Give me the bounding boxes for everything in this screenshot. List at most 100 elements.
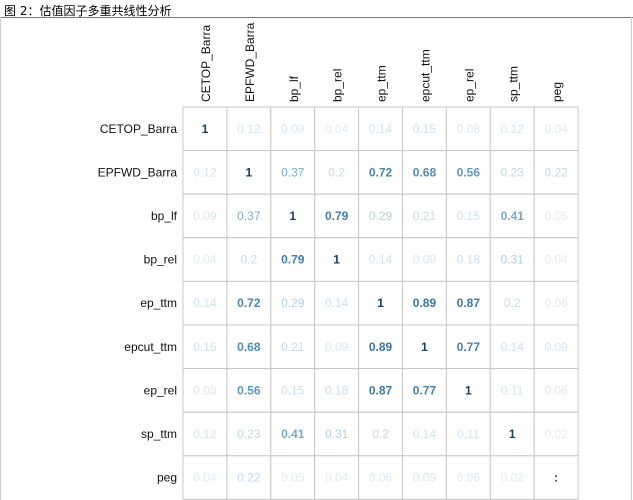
- heatmap-cell: [533, 324, 579, 370]
- heatmap-cell: [489, 324, 535, 370]
- cell-value: 0.09: [325, 340, 349, 354]
- cell-value: 0.09: [281, 122, 305, 136]
- heatmap-cell: [445, 368, 491, 413]
- cell-value: 0.56: [457, 165, 481, 179]
- cell-value: 0.12: [193, 165, 217, 179]
- cell-value: 0.06: [544, 296, 568, 310]
- cell-value: 0.14: [193, 296, 217, 310]
- col-label: bp_rel: [331, 69, 345, 102]
- heatmap-cell: [402, 455, 447, 500]
- heatmap-cell: [226, 193, 272, 239]
- cell-value: 0.04: [544, 122, 568, 136]
- cell-value: 0.05: [281, 471, 305, 485]
- cell-value: 0.02: [501, 471, 525, 485]
- cell-value: 0.06: [457, 471, 481, 485]
- heatmap-cell: [489, 237, 535, 282]
- col-label: epcut_ttm: [418, 49, 432, 102]
- cell-value: 0.08: [457, 122, 481, 136]
- cell-value: 0.89: [369, 340, 393, 354]
- heatmap-cell: [533, 455, 579, 500]
- heatmap-cell: [270, 106, 316, 152]
- heatmap-cell: [489, 150, 535, 195]
- heatmap-cell: [314, 411, 360, 457]
- cell-value: 0.04: [193, 471, 217, 485]
- heatmap-cell: [226, 368, 272, 413]
- cell-value: 0.21: [281, 340, 305, 354]
- cell-value: :: [554, 471, 558, 485]
- cell-value: 1: [202, 122, 209, 136]
- cell-value: 0.72: [237, 296, 261, 310]
- heatmap-cell: [402, 237, 447, 282]
- frame-right-border: [631, 17, 632, 500]
- cell-value: 1: [465, 383, 472, 397]
- cell-value: 0.15: [413, 122, 437, 136]
- heatmap-cell: [533, 368, 579, 413]
- heatmap-cell: [489, 411, 535, 457]
- heatmap-cell: [358, 150, 404, 195]
- heatmap-cell: [226, 411, 272, 457]
- cell-value: 0.77: [457, 340, 481, 354]
- cell-value: 0.2: [372, 427, 389, 441]
- cell-value: 0.68: [413, 165, 437, 179]
- heatmap-cell: [314, 280, 360, 326]
- cell-value: 1: [246, 165, 253, 179]
- cell-value: 0.56: [237, 383, 261, 397]
- cell-value: 0.21: [413, 209, 437, 223]
- heatmap-cell: [226, 280, 272, 326]
- cell-value: 0.09: [413, 471, 437, 485]
- row-label: bp_rel: [144, 253, 177, 267]
- cell-value: 0.31: [501, 253, 525, 267]
- row-label: EPFWD_Barra: [98, 165, 178, 179]
- cell-value: 0.87: [457, 296, 481, 310]
- cell-value: 0.12: [237, 122, 261, 136]
- cell-value: 0.06: [369, 471, 393, 485]
- cell-value: 1: [377, 296, 384, 310]
- heatmap-cell: [358, 368, 404, 413]
- cell-value: 1: [289, 209, 296, 223]
- cell-value: 0.12: [193, 427, 217, 441]
- col-label: sp_ttm: [506, 66, 520, 102]
- heatmap-cell: [314, 455, 360, 500]
- heatmap-cell: [402, 368, 447, 413]
- cell-value: 0.37: [281, 165, 305, 179]
- cell-value: 0.2: [241, 253, 258, 267]
- cell-value: 0.72: [369, 165, 393, 179]
- cell-value: 0.08: [193, 383, 217, 397]
- cell-value: 0.12: [501, 122, 525, 136]
- heatmap-cell: [533, 411, 579, 457]
- cell-value: 0.2: [328, 165, 345, 179]
- cell-value: 0.29: [369, 209, 393, 223]
- cell-value: 0.14: [369, 122, 393, 136]
- cell-value: 0.14: [325, 296, 349, 310]
- heatmap-cell: [489, 455, 535, 500]
- caption-rule: [0, 17, 633, 18]
- row-label: CETOP_Barra: [100, 122, 177, 136]
- heatmap-cell: [270, 324, 316, 370]
- heatmap-cell: [182, 324, 228, 370]
- heatmap-cell: [270, 455, 316, 500]
- cell-value: 0.29: [281, 296, 305, 310]
- cell-value: 0.04: [325, 471, 349, 485]
- heatmap-cell: [402, 280, 447, 326]
- col-label: CETOP_Barra: [199, 25, 213, 102]
- frame-left-border: [0, 17, 1, 500]
- cell-value: 0.15: [457, 209, 481, 223]
- cell-value: 0.15: [193, 340, 217, 354]
- heatmap-cell: [358, 411, 404, 457]
- cell-value: 0.09: [193, 209, 217, 223]
- heatmap-cell: [314, 106, 360, 152]
- cell-value: 1: [421, 340, 428, 354]
- heatmap-cell: [533, 150, 579, 195]
- cell-value: 1: [333, 253, 340, 267]
- heatmap-cell: [314, 237, 360, 282]
- cell-value: 0.04: [544, 253, 568, 267]
- cell-value: 0.06: [544, 383, 568, 397]
- col-label: ep_ttm: [375, 65, 389, 102]
- heatmap-cell: [358, 106, 404, 152]
- heatmap-cell: [445, 411, 491, 457]
- heatmap-cell: [402, 411, 447, 457]
- col-label: EPFWD_Barra: [243, 22, 257, 102]
- cell-value: 0.14: [413, 427, 437, 441]
- heatmap-cell: [445, 455, 491, 500]
